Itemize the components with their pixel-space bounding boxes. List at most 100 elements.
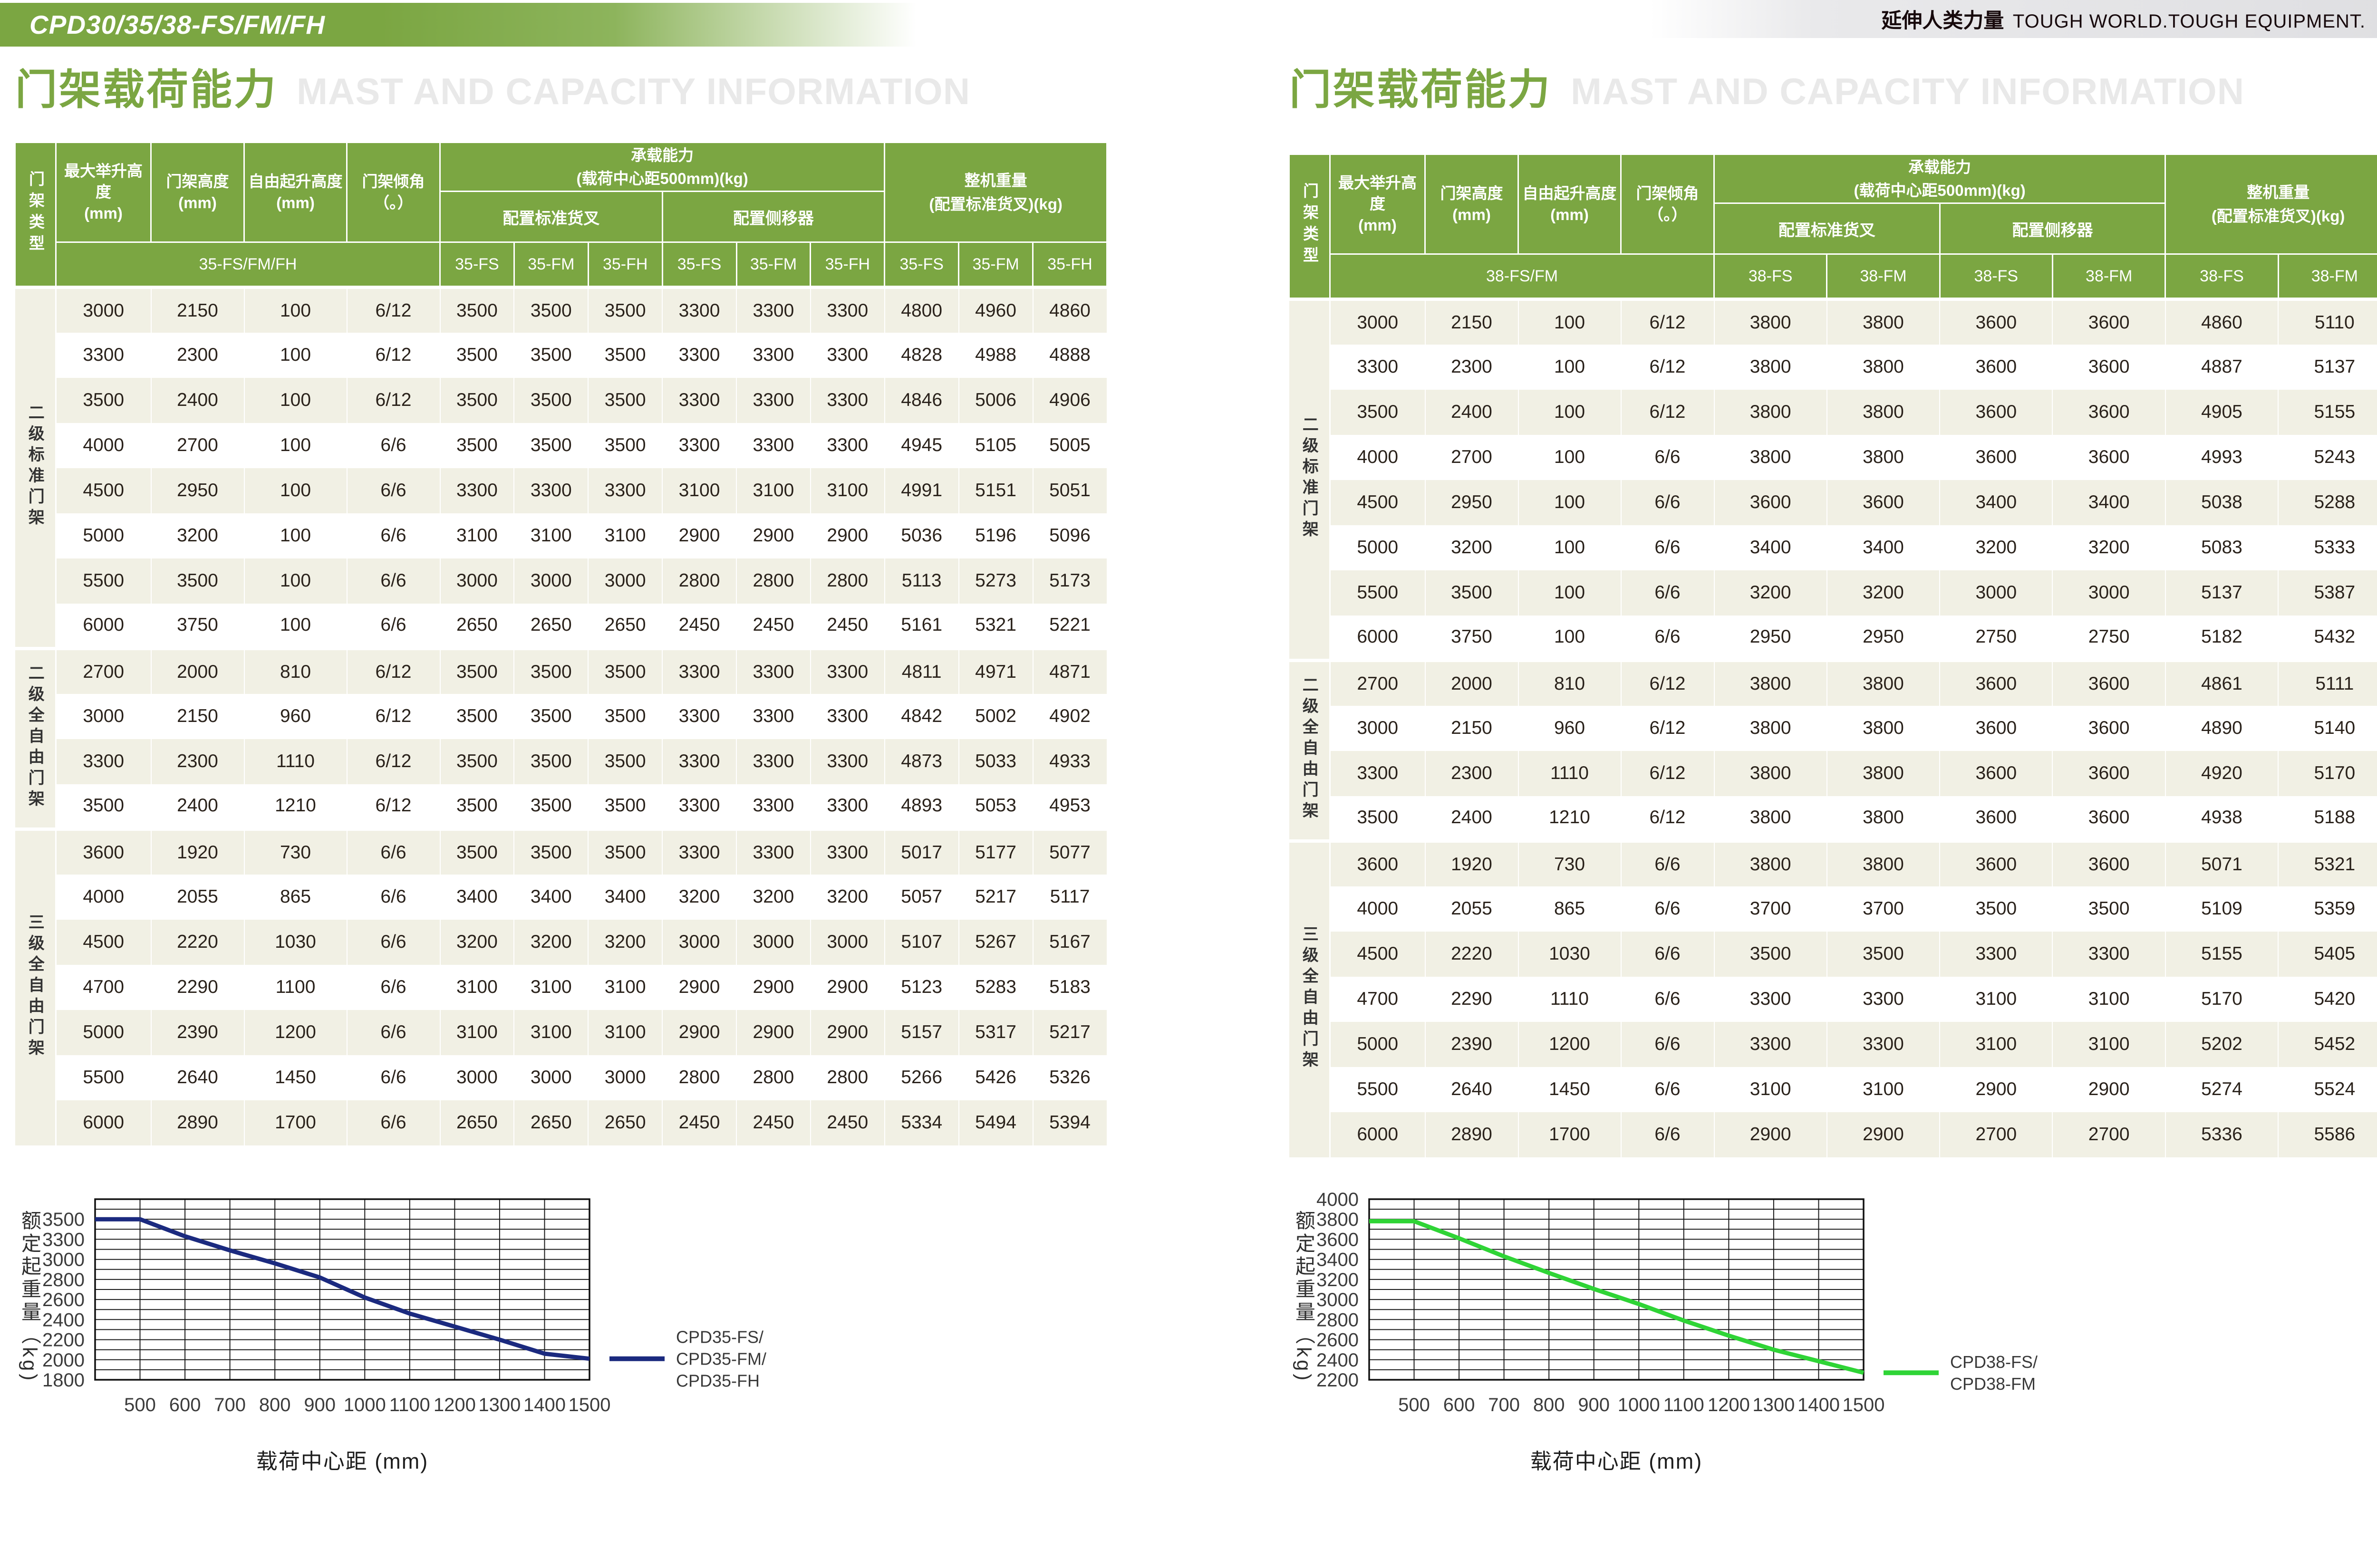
table-row: 4000 2055 865 6/6 3400 3400 3400 3200 3200 3200 50… bbox=[15, 874, 1108, 920]
table-cell: 3100 bbox=[439, 1010, 515, 1055]
table-cell: 5002 bbox=[958, 693, 1034, 739]
table-cell: 3600 bbox=[1939, 389, 2053, 435]
table-cell: 2800 bbox=[810, 1055, 885, 1100]
table-cell: 3300 bbox=[810, 739, 885, 784]
table-cell: 2150 bbox=[1424, 705, 1519, 751]
table-cell: 4902 bbox=[1032, 693, 1108, 739]
model-column-label: 38-FS bbox=[1939, 253, 2053, 300]
mast-type-label: 二级全自由门架 bbox=[1289, 659, 1331, 841]
table-cell: 3100 bbox=[662, 468, 737, 513]
tagline-en: TOUGH WORLD.TOUGH EQUIPMENT. bbox=[2012, 11, 2366, 32]
table-cell: 5033 bbox=[958, 739, 1034, 784]
table-cell: 5321 bbox=[958, 603, 1034, 649]
table-cell: 6/12 bbox=[1620, 705, 1715, 751]
capacity-chart-svg: 4000380036003400320030002800260024002200… bbox=[1316, 1189, 2038, 1415]
table-cell: 4842 bbox=[884, 693, 959, 739]
table-row: 4500 2950 100 6/6 3600 3600 3400 3400 5038 5288 bbox=[1289, 480, 2377, 525]
table-cell: 6/6 bbox=[1620, 1112, 1715, 1157]
table-cell: 4500 bbox=[1329, 931, 1426, 977]
table-cell: 3200 bbox=[513, 919, 589, 965]
table-cell: 3800 bbox=[1713, 750, 1827, 796]
table-cell: 5157 bbox=[884, 1010, 959, 1055]
table-cell: 6/12 bbox=[346, 784, 441, 829]
table-cell: 6/12 bbox=[346, 647, 441, 694]
table-cell: 3800 bbox=[1713, 434, 1827, 480]
table-cell: 5217 bbox=[1032, 1010, 1108, 1055]
table-row: 6000 2890 1700 6/6 2650 2650 2650 2450 2450 2450 5… bbox=[15, 1100, 1108, 1145]
table-row: 3300 2300 1110 6/12 3500 3500 3500 3300 3300 3300… bbox=[15, 739, 1108, 784]
table-cell: 3000 bbox=[736, 919, 811, 965]
table-cell: 3800 bbox=[1713, 298, 1827, 345]
table-cell: 3200 bbox=[1939, 525, 2053, 570]
table-cell: 3300 bbox=[1713, 1021, 1827, 1067]
table-cell: 3100 bbox=[588, 964, 663, 1010]
mast-group: 二级全自由门架 2700 2000 810 6/12 3800 3800 3600 3600 48… bbox=[1289, 659, 2377, 841]
table-cell: 1100 bbox=[243, 964, 348, 1010]
table-cell: 3000 bbox=[439, 1055, 515, 1100]
table-cell: 3500 bbox=[513, 647, 589, 694]
col-header-free-lift-height: 自由起升高度 (mm) bbox=[243, 142, 348, 243]
table-cell: 4887 bbox=[2164, 344, 2279, 390]
table-cell: 3300 bbox=[2052, 931, 2166, 977]
table-cell: 3500 bbox=[439, 423, 515, 468]
table-cell: 100 bbox=[243, 468, 348, 513]
table-cell: 2700 bbox=[55, 647, 152, 694]
table-cell: 2900 bbox=[810, 513, 885, 558]
table-cell: 100 bbox=[1517, 525, 1622, 570]
table-cell: 5500 bbox=[55, 1055, 152, 1100]
table-cell: 1700 bbox=[243, 1100, 348, 1145]
table-row: 4700 2290 1100 6/6 3100 3100 3100 2900 2900 2900 5… bbox=[15, 964, 1108, 1010]
y-tick-label: 2200 bbox=[42, 1330, 85, 1351]
table-cell: 5188 bbox=[2278, 796, 2377, 841]
table-cell: 2900 bbox=[662, 513, 737, 558]
table-cell: 3800 bbox=[1826, 839, 1941, 886]
col-header-standard-fork: 配置标准货叉 bbox=[1713, 202, 1941, 255]
table-cell: 5006 bbox=[958, 377, 1034, 423]
mast-group: 二级全自由门架 2700 2000 810 6/12 3500 3500 3500 3300 33… bbox=[15, 647, 1108, 829]
table-cell: 4000 bbox=[55, 423, 152, 468]
table-cell: 3000 bbox=[1329, 298, 1426, 345]
table-cell: 3300 bbox=[810, 693, 885, 739]
table-row: 6000 3750 100 6/6 2950 2950 2750 2750 5182 5432 bbox=[1289, 615, 2377, 661]
table-cell: 3400 bbox=[2052, 480, 2166, 525]
table-cell: 5333 bbox=[2278, 525, 2377, 570]
table-cell: 6000 bbox=[1329, 1112, 1426, 1157]
x-tick-label: 700 bbox=[214, 1395, 246, 1415]
x-tick-label: 500 bbox=[1398, 1395, 1430, 1415]
table-cell: 3600 bbox=[2052, 839, 2166, 886]
table-cell: 4905 bbox=[2164, 389, 2279, 435]
table-cell: 4906 bbox=[1032, 377, 1108, 423]
table-cell: 2300 bbox=[1424, 344, 1519, 390]
x-tick-label: 1000 bbox=[344, 1395, 386, 1415]
table-row: 二级全自由门架 2700 2000 810 6/12 3800 3800 3600 3600 48… bbox=[1289, 659, 2377, 841]
table-cell: 5051 bbox=[1032, 468, 1108, 513]
table-cell: 2450 bbox=[736, 1100, 811, 1145]
table-cell: 5452 bbox=[2278, 1021, 2377, 1067]
table-cell: 100 bbox=[243, 423, 348, 468]
table-row: 3300 2300 1110 6/12 3800 3800 3600 3600 4920 5170 bbox=[1289, 750, 2377, 796]
mast-capacity-table-cpd38: 门架类型 最大举升高度 (mm) 门架高度 (mm) 自由起升高度 (mm) 门架倾角 … bbox=[1288, 154, 2377, 1157]
table-cell: 3300 bbox=[1713, 976, 1827, 1022]
table-cell: 6/12 bbox=[346, 332, 441, 378]
table-cell: 5036 bbox=[884, 513, 959, 558]
table-cell: 5109 bbox=[2164, 886, 2279, 932]
table-cell: 2800 bbox=[736, 558, 811, 604]
model-column-label: 35-FM bbox=[958, 241, 1034, 288]
table-cell: 3300 bbox=[1329, 344, 1426, 390]
legend-label: CPD35-FM/ bbox=[676, 1349, 766, 1369]
x-tick-label: 1200 bbox=[1708, 1395, 1750, 1415]
table-cell: 3600 bbox=[2052, 659, 2166, 706]
table-cell: 5243 bbox=[2278, 434, 2377, 480]
table-cell: 5432 bbox=[2278, 615, 2377, 661]
table-cell: 6/12 bbox=[1620, 750, 1715, 796]
y-tick-label: 3800 bbox=[1316, 1209, 1359, 1230]
brand-tagline-bar: 延伸人类力量 TOUGH WORLD.TOUGH EQUIPMENT. bbox=[1650, 0, 2377, 38]
table-cell: 3500 bbox=[588, 286, 663, 333]
table-cell: 2290 bbox=[1424, 976, 1519, 1022]
table-cell: 1920 bbox=[1424, 839, 1519, 886]
table-cell: 3600 bbox=[1939, 705, 2053, 751]
table-cell: 2900 bbox=[1939, 1067, 2053, 1112]
table-cell: 3100 bbox=[1939, 976, 2053, 1022]
table-cell: 3750 bbox=[150, 603, 245, 649]
